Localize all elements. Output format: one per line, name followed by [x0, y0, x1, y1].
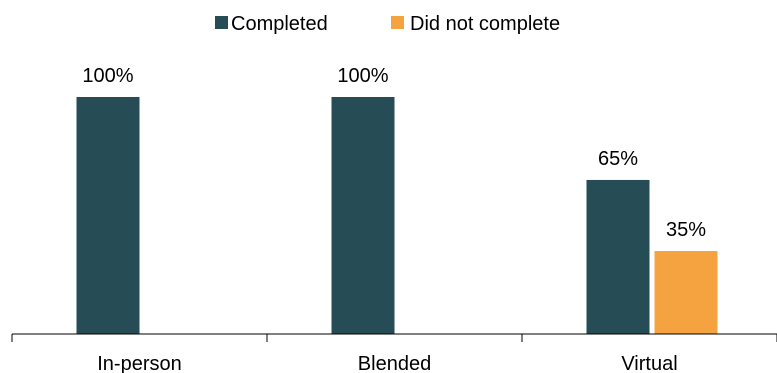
x-tick-labels: In-person Blended Virtual	[97, 353, 677, 373]
legend-label-completed: Completed	[231, 13, 328, 35]
data-label-in-person-completed: 100%	[82, 65, 133, 87]
x-tick-label-blended: Blended	[358, 353, 431, 373]
bar-virtual-did-not-complete	[654, 251, 718, 334]
data-label-virtual-did-not-complete: 35%	[666, 219, 706, 241]
legend-swatch-completed	[215, 16, 228, 29]
data-label-virtual-completed: 65%	[598, 148, 638, 170]
x-tick-label-virtual: Virtual	[621, 353, 677, 373]
bar-blended-completed	[331, 97, 395, 334]
x-ticks	[11, 334, 777, 342]
legend-label-did-not-complete: Did not complete	[410, 13, 560, 35]
x-tick-label-in-person: In-person	[97, 353, 182, 373]
bars	[76, 97, 718, 334]
value-labels: 100% 100% 65% 35%	[82, 65, 706, 241]
data-label-blended-completed: 100%	[337, 65, 388, 87]
bar-in-person-completed	[76, 97, 140, 334]
legend-swatch-did-not-complete	[391, 16, 404, 29]
bar-virtual-completed	[586, 179, 650, 334]
legend: Completed Did not complete	[215, 13, 560, 35]
